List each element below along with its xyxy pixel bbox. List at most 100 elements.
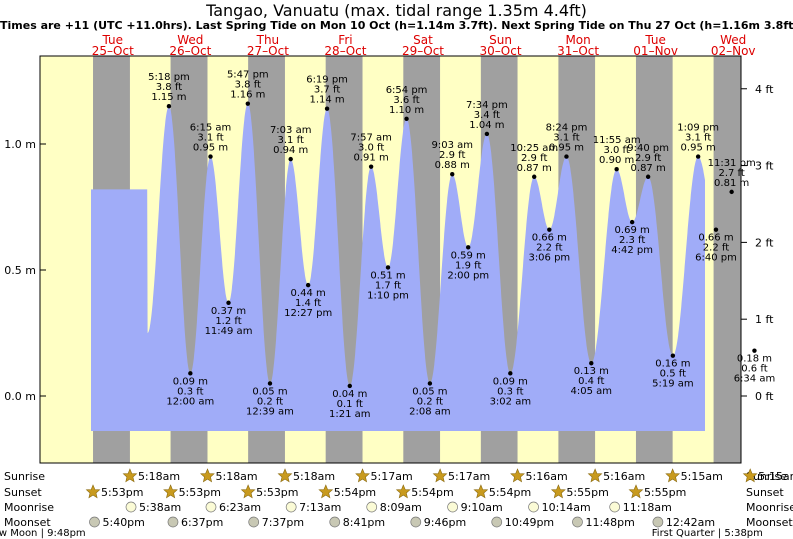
day-name: Sat: [413, 33, 433, 47]
moonset-moon: [248, 516, 260, 528]
low-tide-point: [508, 371, 513, 376]
sunrise-star: [587, 468, 603, 483]
moonrise-moon: [447, 501, 458, 513]
tide-label: 2:00 pm: [447, 270, 489, 281]
tide-label: 0.87 m: [517, 163, 552, 174]
tide-label: 1.10 m: [389, 105, 424, 116]
high-tide-point: [368, 164, 374, 169]
moonset-time: 10:49pm: [505, 516, 554, 529]
tide-label: 5:18 pm: [148, 72, 190, 83]
tide-label: 9:40 pm: [627, 143, 669, 154]
day-date: 02–Nov: [711, 44, 756, 58]
tide-label: 3.1 ft: [197, 133, 223, 144]
tide-label: 7:57 am: [350, 133, 392, 144]
tide-label: 0.05 m: [412, 386, 447, 397]
high-tide-point: [166, 104, 172, 109]
tide-label: 3:02 am: [490, 396, 532, 407]
chart-title: Tangao, Vanuatu (max. tidal range 1.35m …: [206, 1, 587, 20]
moonrise-time: 6:23am: [219, 501, 261, 514]
high-tide-point: [645, 174, 651, 179]
sunset-star: [318, 484, 334, 499]
moonset-moon: [410, 516, 422, 528]
row-label-right: Sunrise: [746, 470, 787, 483]
sunset-time: 5:54pm: [411, 486, 453, 499]
row-label-right: Moonset: [746, 516, 793, 529]
sunset-time: 5:53pm: [179, 486, 221, 499]
tide-label: 3.6 ft: [393, 95, 419, 106]
tide-label: 2.9 ft: [635, 153, 661, 164]
sunrise-star: [742, 468, 758, 483]
tide-label: 3:06 pm: [528, 253, 570, 264]
low-tide-point: [670, 353, 676, 358]
sunrise-time: 5:15am: [758, 470, 793, 483]
tide-label: 12:27 pm: [284, 308, 332, 319]
tide-label: 0.2 ft: [257, 396, 283, 407]
tide-label: 4:42 pm: [611, 245, 653, 256]
high-tide-point: [484, 131, 490, 137]
moonset-time: 9:46pm: [424, 516, 466, 529]
low-tide-point: [305, 282, 311, 288]
high-tide-point: [288, 156, 293, 162]
sunrise-star: [355, 468, 370, 483]
left-tick-label: 0.0 m: [4, 390, 36, 403]
tide-label: 6:15 am: [190, 123, 232, 134]
tide-label: 12:39 am: [246, 406, 294, 417]
right-tick-label: 1 ft: [755, 313, 774, 326]
tide-label: 9:03 am: [431, 140, 473, 151]
tide-label: 2.9 ft: [521, 153, 547, 164]
tide-label: 7:34 pm: [466, 100, 508, 111]
tide-label: 1.7 ft: [375, 280, 401, 291]
day-date: 30–Oct: [480, 44, 522, 58]
tide-label: 0.66 m: [698, 233, 733, 244]
tide-label: 3.1 ft: [553, 133, 579, 144]
sunset-star: [163, 484, 178, 499]
tide-label: 0.94 m: [273, 145, 308, 156]
high-tide-point: [532, 174, 537, 179]
day-name: Sun: [489, 33, 512, 47]
moonrise-moon: [125, 501, 137, 513]
tide-label: 3.8 ft: [156, 82, 182, 93]
low-tide-point: [188, 371, 193, 376]
low-tide-point: [427, 381, 433, 386]
moonset-time: 5:40pm: [102, 516, 144, 529]
low-tide-point: [347, 383, 352, 389]
tide-label: 1.9 ft: [455, 260, 481, 271]
tide-label: 2.2 ft: [536, 243, 562, 254]
tide-label: 11:49 am: [205, 326, 253, 337]
tide-label: 0.95 m: [193, 143, 228, 154]
tide-label: 2.9 ft: [439, 150, 465, 161]
day-header: Tue25–OctWed26–OctThu27–OctFri28–OctSat2…: [92, 33, 756, 58]
high-tide-point: [245, 101, 251, 106]
moonset-moon: [572, 516, 583, 528]
tide-label: 0.3 ft: [177, 386, 203, 397]
tide-label: 3.0 ft: [603, 145, 629, 156]
moonrise-moon: [205, 501, 217, 513]
tide-label: 0.18 m: [737, 354, 772, 365]
sunset-star: [550, 484, 566, 499]
tide-label: 0.87 m: [631, 163, 666, 174]
moonset-moon: [167, 516, 179, 528]
sunrise-star: [665, 468, 681, 483]
axes: 0.0 m 0.5 m 1.0 m 0 ft 1 ft 2 ft 3 ft 4 ft: [4, 83, 774, 403]
moonrise-moon: [366, 501, 378, 513]
sunrise-star: [432, 468, 448, 483]
high-tide-point: [614, 167, 619, 172]
tide-label: 1.14 m: [309, 95, 344, 106]
day-date: 27–Oct: [247, 44, 289, 58]
day-name: Thu: [256, 33, 280, 47]
sunrise-time: 5:18am: [138, 470, 180, 483]
tide-label: 3.1 ft: [685, 133, 711, 144]
tide-label: 0.95 m: [549, 143, 584, 154]
right-tick-label: 2 ft: [755, 236, 774, 249]
day-name: Tue: [644, 33, 666, 47]
high-tide-point: [404, 116, 409, 122]
tide-label: 1.04 m: [469, 120, 504, 131]
high-tide-point: [450, 172, 455, 177]
tide-label: 6:34 am: [734, 374, 776, 385]
tide-label: 7:03 am: [270, 125, 312, 136]
tide-label: 0.6 ft: [741, 364, 767, 375]
sunset-star: [395, 484, 411, 499]
day-date: 01–Nov: [633, 44, 678, 58]
right-tick-label: 4 ft: [755, 83, 774, 96]
